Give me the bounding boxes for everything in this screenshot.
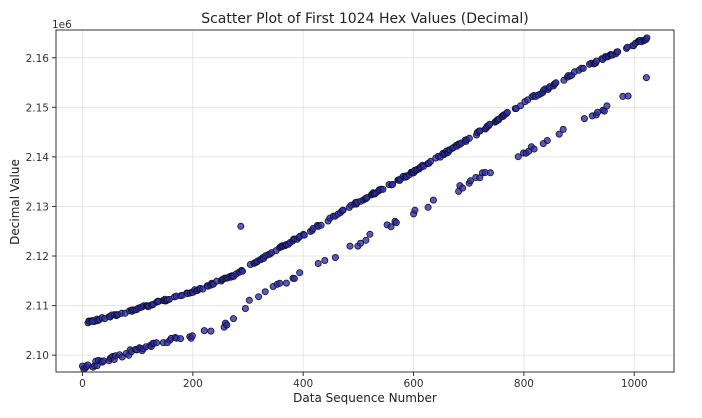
data-point (603, 102, 611, 110)
data-point (229, 315, 237, 323)
plot-frame (55, 29, 675, 373)
data-point (339, 206, 347, 214)
data-point (427, 157, 435, 165)
data-point (362, 236, 370, 244)
data-point (331, 253, 339, 261)
data-point (503, 108, 511, 116)
data-point (296, 269, 304, 277)
data-point (346, 242, 354, 250)
data-point (255, 293, 263, 301)
data-point (241, 304, 249, 312)
data-point (153, 339, 161, 347)
data-point (261, 288, 269, 296)
data-point (321, 256, 329, 264)
y-tick-label: 2.14 (26, 152, 50, 164)
data-point (424, 203, 432, 211)
data-point (514, 153, 522, 161)
x-tick-label: 1000 (621, 378, 648, 390)
data-point (642, 74, 650, 82)
data-point (366, 230, 374, 238)
data-point (317, 221, 325, 229)
y-tick-label: 2.11 (26, 301, 49, 313)
data-point (465, 134, 473, 142)
data-point (517, 102, 525, 110)
data-point (290, 274, 298, 282)
x-tick-label: 200 (183, 378, 203, 390)
data-point (387, 223, 395, 231)
data-point (411, 206, 419, 214)
x-tick-label: 400 (293, 378, 313, 390)
data-point (624, 92, 632, 100)
grid-layer (56, 30, 674, 372)
data-point (579, 64, 587, 72)
ticks-layer: 0 200 400 600 800 1000 2.10 2.11 2.12 2.13 2.14 2.1… (26, 53, 648, 390)
y-tick-label: 2.13 (26, 201, 49, 213)
data-point (276, 279, 284, 287)
y-scale-label: 1e6 (52, 19, 72, 31)
data-point (466, 177, 474, 185)
data-point (580, 115, 588, 123)
y-axis-label: Decimal Value (8, 159, 22, 245)
data-point (88, 317, 96, 325)
data-point (207, 327, 215, 335)
data-point (614, 48, 622, 56)
y-tick-label: 2.16 (26, 53, 50, 65)
y-tick-label: 2.10 (26, 350, 49, 362)
data-point (237, 222, 245, 230)
data-point (245, 296, 253, 304)
data-point (314, 259, 322, 267)
data-point (429, 196, 437, 204)
data-point (543, 136, 551, 144)
data-point (389, 180, 397, 188)
data-point (238, 267, 246, 275)
data-point (188, 332, 196, 340)
data-point (555, 130, 563, 138)
x-tick-label: 600 (404, 378, 424, 390)
data-point (176, 335, 184, 343)
data-point (530, 145, 538, 153)
chart-title: Scatter Plot of First 1024 Hex Values (D… (201, 11, 529, 27)
x-axis-label: Data Sequence Number (293, 391, 437, 405)
x-tick-label: 800 (514, 378, 534, 390)
points-layer (79, 34, 651, 373)
data-point (559, 125, 567, 133)
data-point (357, 239, 365, 247)
data-point (223, 321, 231, 329)
axes-layer (55, 29, 675, 373)
data-point (486, 169, 494, 177)
y-tick-label: 2.15 (26, 102, 49, 114)
data-point (392, 219, 400, 227)
data-point (552, 79, 560, 87)
data-point (282, 279, 290, 287)
data-point (200, 327, 208, 335)
data-point (300, 231, 308, 239)
data-point (643, 34, 651, 42)
data-point (459, 184, 467, 192)
data-point (379, 185, 387, 193)
y-tick-label: 2.12 (26, 251, 49, 263)
x-tick-label: 0 (79, 378, 86, 390)
